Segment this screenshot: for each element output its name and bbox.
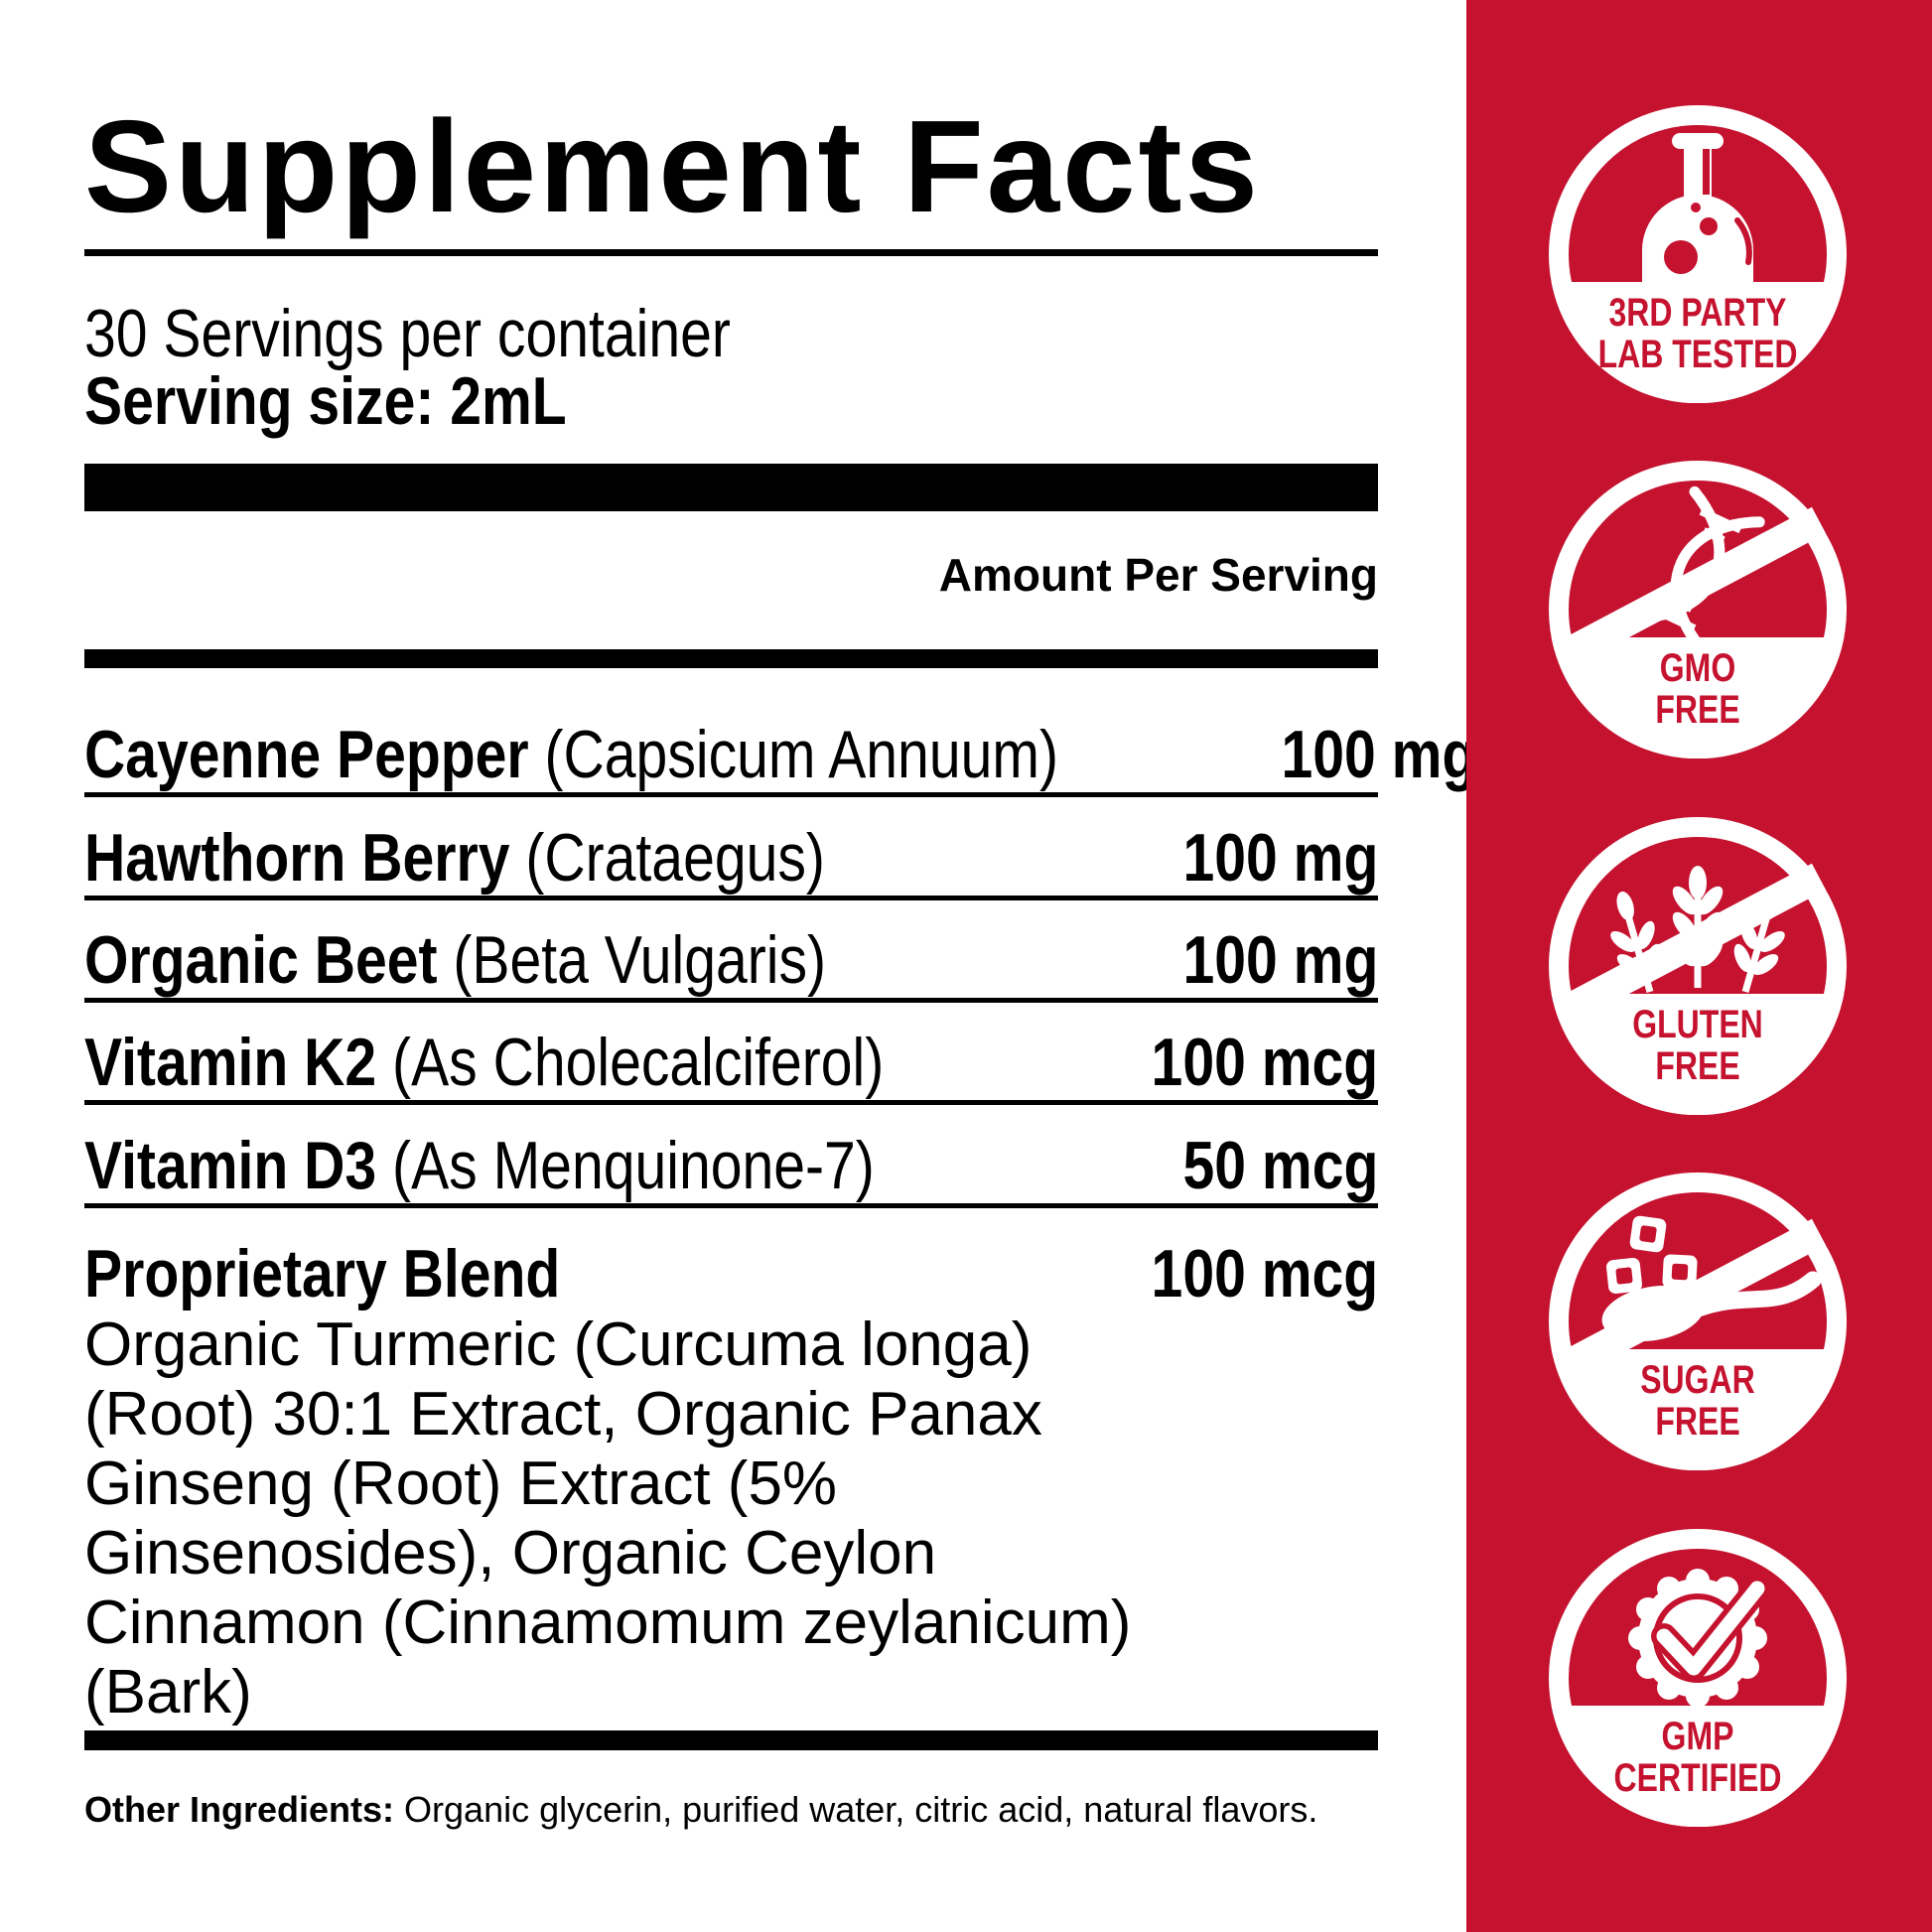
ingredient-amount: 100 mg — [1182, 922, 1378, 998]
ingredient-qualifier: (Capsicum Annuum) — [544, 717, 1058, 792]
badge-label-line1: GLUTEN — [1632, 1002, 1763, 1046]
description-line: (Bark) — [84, 1658, 252, 1726]
ingredient-qualifier: (Crataegus) — [525, 820, 825, 896]
description-line: Cinnamon (Cinnamomum zeylanicum) — [84, 1588, 1132, 1657]
label-panel: Supplement Facts 30 Servings per contain… — [84, 0, 1476, 1932]
ingredient-name: Proprietary Blend — [84, 1236, 561, 1311]
ingredient-qualifier: (As Cholecalciferol) — [392, 1025, 885, 1100]
ingredient-name: Vitamin D3 — [84, 1128, 377, 1203]
wheat-crossed-icon: GLUTEN FREE — [1549, 817, 1847, 1115]
badge-sugar-free: SUGAR FREE — [1549, 1173, 1847, 1470]
description-line: Ginsenosides), Organic Ceylon — [84, 1519, 937, 1587]
ingredient-amount: 100 mcg — [1151, 1236, 1378, 1311]
badge-label-line2: LAB TESTED — [1598, 332, 1798, 376]
medium-divider-bar — [84, 649, 1378, 668]
sugar-spoon-crossed-icon: SUGAR FREE — [1549, 1173, 1847, 1470]
seal-check-icon: GMP CERTIFIED — [1549, 1529, 1847, 1827]
serving-size: Serving size: 2mL — [84, 363, 567, 439]
other-ingredients-label: Other Ingredients: — [84, 1789, 395, 1830]
title-underline — [84, 249, 1378, 256]
description-line: Ginseng (Root) Extract (5% — [84, 1449, 838, 1518]
badge-label-line1: GMP — [1662, 1714, 1734, 1758]
ingredient-name: Vitamin K2 — [84, 1025, 377, 1100]
badge-label-line2: FREE — [1655, 1399, 1739, 1444]
flask-icon: 3RD PARTY LAB TESTED — [1549, 105, 1847, 403]
page-title: Supplement Facts — [84, 93, 1261, 239]
badge-gluten-free: GLUTEN FREE — [1549, 817, 1847, 1115]
ingredient-name: Cayenne Pepper — [84, 717, 529, 792]
table-row-vitamin-d3: Vitamin D3 (As Menquinone-7) 50 mcg — [84, 1105, 1378, 1208]
table-row-hawthorn-berry: Hawthorn Berry (Crataegus) 100 mg — [84, 797, 1378, 900]
ingredient-amount: 100 mg — [1182, 820, 1378, 896]
badge-label-line1: GMO — [1660, 645, 1735, 690]
ingredient-name: Hawthorn Berry — [84, 820, 510, 896]
servings-per-container: 30 Servings per container — [84, 296, 731, 371]
thick-divider-bar — [84, 464, 1378, 511]
table-row-vitamin-k2: Vitamin K2 (As Cholecalciferol) 100 mcg — [84, 1003, 1378, 1105]
ingredient-amount: 100 mg — [1281, 717, 1477, 792]
badge-label-line2: CERTIFIED — [1614, 1755, 1782, 1800]
table-row-proprietary-blend: Proprietary Blend 100 mcg — [84, 1208, 1378, 1311]
ingredient-amount: 100 mcg — [1151, 1025, 1378, 1100]
proprietary-blend-description: Organic Turmeric (Curcuma longa) (Root) … — [84, 1311, 1378, 1727]
badge-label-line1: 3RD PARTY — [1609, 290, 1787, 335]
certification-band: 3RD PARTY LAB TESTED — [1466, 0, 1932, 1932]
amount-per-serving-header: Amount Per Serving — [938, 549, 1378, 601]
badge-gmo-free: GMO FREE — [1549, 461, 1847, 759]
badge-label-line2: FREE — [1655, 1043, 1739, 1088]
description-line: Organic Turmeric (Curcuma longa) — [84, 1311, 1033, 1379]
badge-label-line2: FREE — [1655, 687, 1739, 732]
bottom-divider-bar — [84, 1730, 1378, 1750]
table-row-organic-beet: Organic Beet (Beta Vulgaris) 100 mg — [84, 900, 1378, 1003]
ingredient-name: Organic Beet — [84, 922, 438, 998]
badge-gmp-certified: GMP CERTIFIED — [1549, 1529, 1847, 1827]
dna-crossed-icon: GMO FREE — [1549, 461, 1847, 759]
description-line: (Root) 30:1 Extract, Organic Panax — [84, 1380, 1042, 1449]
badge-label-line1: SUGAR — [1640, 1357, 1755, 1402]
ingredient-table: Cayenne Pepper (Capsicum Annuum) 100 mg … — [84, 668, 1476, 1311]
ingredient-qualifier: (As Menquinone-7) — [392, 1128, 875, 1203]
other-ingredients: Other Ingredients: Organic glycerin, pur… — [84, 1787, 1317, 1834]
other-ingredients-text: Organic glycerin, purified water, citric… — [394, 1789, 1318, 1830]
table-row-cayenne-pepper: Cayenne Pepper (Capsicum Annuum) 100 mg — [84, 668, 1476, 797]
badge-3rd-party-lab-tested: 3RD PARTY LAB TESTED — [1549, 105, 1847, 403]
ingredient-amount: 50 mcg — [1182, 1128, 1378, 1203]
ingredient-qualifier: (Beta Vulgaris) — [453, 922, 827, 998]
